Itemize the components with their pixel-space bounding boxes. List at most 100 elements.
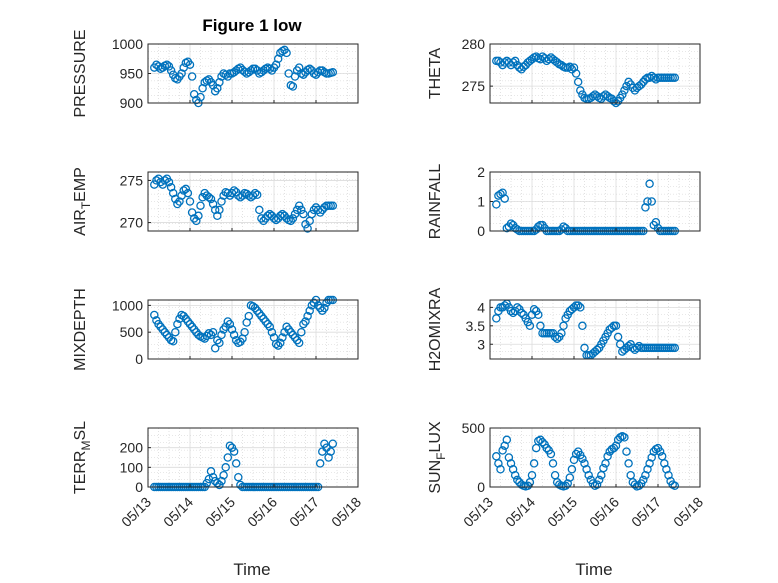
y-tick-label: 2 — [477, 164, 485, 180]
y-axis-label: THETA — [427, 48, 444, 100]
data-point — [194, 211, 203, 221]
data-point — [508, 308, 518, 318]
data-point — [527, 470, 537, 480]
data-point — [162, 330, 172, 340]
data-point — [506, 306, 516, 316]
data-point — [576, 303, 585, 312]
data-point — [641, 75, 650, 84]
y-tick-label: 0 — [477, 223, 485, 239]
y-axis-label: RAINFALL — [427, 164, 444, 240]
data-point — [265, 209, 275, 219]
data-point — [573, 77, 583, 87]
axes-box — [489, 299, 701, 360]
data-point — [613, 332, 623, 342]
data-point — [645, 179, 654, 189]
data-point — [510, 56, 520, 66]
data-point — [292, 205, 302, 215]
data-point — [278, 333, 287, 342]
data-point — [173, 319, 182, 329]
data-point — [217, 476, 226, 486]
data-point — [231, 459, 241, 468]
data-point — [192, 216, 201, 226]
data-point — [513, 303, 522, 312]
data-point — [273, 54, 283, 64]
data-point — [240, 327, 249, 337]
y-tick-label: 1000 — [112, 297, 143, 313]
data-point — [500, 441, 509, 450]
data-point — [204, 329, 214, 338]
data-point — [576, 86, 585, 95]
data-point — [328, 68, 338, 77]
data-point — [582, 465, 591, 474]
data-point — [662, 465, 671, 474]
data-point — [181, 184, 191, 194]
data-point — [217, 197, 226, 206]
data-point — [540, 54, 549, 63]
data-point — [208, 327, 218, 337]
data-point — [259, 216, 268, 226]
data-point — [620, 433, 629, 442]
data-point — [166, 66, 176, 75]
data-point — [634, 481, 644, 491]
y-axis-label: MIXDEPTH — [72, 288, 89, 371]
data-point — [156, 177, 165, 187]
data-point — [297, 327, 306, 337]
series-markers — [150, 45, 338, 108]
data-point — [328, 439, 338, 448]
y-tick-label: 270 — [120, 215, 144, 231]
data-point — [303, 224, 312, 233]
data-point — [529, 459, 539, 468]
data-point — [217, 330, 226, 340]
data-point — [320, 303, 329, 313]
data-point — [324, 453, 333, 462]
data-point — [538, 437, 547, 447]
data-point — [183, 317, 193, 326]
data-point — [171, 327, 180, 337]
data-point — [278, 209, 287, 219]
data-point — [670, 343, 680, 353]
data-point — [592, 92, 602, 101]
data-point — [632, 343, 642, 353]
data-point — [326, 447, 335, 456]
data-point — [290, 209, 300, 219]
data-point — [557, 328, 566, 338]
data-point — [198, 193, 207, 202]
data-point — [294, 338, 304, 348]
data-point — [525, 321, 535, 331]
subplot-h2omixra: 3 3.5 4 H2OMIXRA — [427, 287, 701, 371]
data-point — [645, 459, 654, 468]
y-tick-label: 275 — [462, 78, 486, 94]
subplot-rainfall: 0 1 2 RAINFALL — [427, 164, 701, 240]
data-point — [210, 344, 220, 353]
data-point — [500, 301, 509, 310]
y-axis-label: H2OMIXRA — [427, 287, 444, 371]
data-point — [221, 463, 230, 472]
series-markers — [150, 295, 338, 353]
x-axis-label-left: Time — [233, 560, 270, 579]
data-point — [651, 217, 661, 227]
data-point — [494, 459, 503, 468]
data-point — [508, 465, 518, 474]
data-point — [536, 321, 545, 331]
y-tick-label: 500 — [462, 420, 486, 436]
data-point — [206, 194, 216, 204]
data-point — [305, 64, 314, 74]
data-point — [542, 443, 551, 453]
data-point — [584, 470, 593, 480]
data-point — [565, 473, 575, 482]
data-point — [559, 222, 568, 231]
data-point — [624, 77, 633, 87]
data-point — [546, 449, 556, 459]
data-point — [603, 92, 612, 101]
data-point — [569, 455, 579, 465]
data-point — [567, 465, 577, 474]
data-point — [185, 197, 195, 206]
data-point — [168, 337, 178, 346]
data-point — [611, 321, 621, 331]
data-point — [225, 441, 235, 450]
data-point — [611, 441, 621, 450]
data-point — [502, 435, 512, 445]
data-point — [565, 62, 575, 72]
data-point — [315, 208, 325, 217]
data-point — [265, 64, 275, 74]
